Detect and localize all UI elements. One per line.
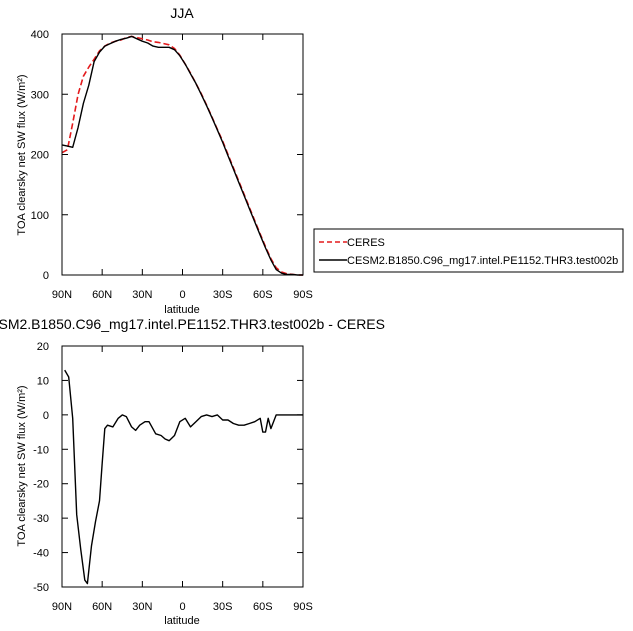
bottom-panel: CESM2.B1850.C96_mg17.intel.PE1152.THR3.t…: [0, 316, 385, 627]
top-series-lines: [61, 35, 303, 276]
bottom-x-tick-label: 0: [179, 601, 185, 613]
top-series-line-cesm2-b1850-c96-mg17: [61, 35, 303, 276]
top-plot-title: JJA: [170, 5, 194, 21]
bottom-x-tick-label: 60S: [253, 601, 273, 613]
top-x-tick-label: 90N: [52, 289, 72, 301]
bottom-x-axis-label: latitude: [164, 615, 199, 627]
top-x-tick-label: 60N: [92, 289, 112, 301]
top-x-tick-label: 30N: [132, 289, 152, 301]
top-series-line-ceres: [61, 35, 303, 276]
bottom-y-tick-label: 0: [43, 410, 49, 422]
bottom-x-tick-label: 90S: [293, 601, 313, 613]
top-x-tick-label: 0: [179, 289, 185, 301]
bottom-y-axis-label: TOA clearsky net SW flux (W/m²): [16, 385, 28, 546]
bottom-x-tick-label: 30N: [132, 601, 152, 613]
top-ticks: 90N 60N 30N 0 30S 60S 90S 0 100 200 300 400: [31, 29, 313, 301]
bottom-x-tick-label: 60N: [92, 601, 112, 613]
bottom-x-tick-label: 90N: [52, 601, 72, 613]
bottom-y-tick-label: 20: [37, 341, 49, 353]
top-panel: JJA 90N 60N 30N 0 30S 60S 90S 0 100 200 300 400 lat…: [16, 5, 313, 316]
bottom-ticks: 90N 60N 30N 0 30S 60S 90S -50 -40 -30 -20 -10 0 10 20: [33, 341, 313, 613]
top-x-tick-label: 30S: [213, 289, 233, 301]
top-y-tick-label: 300: [31, 89, 49, 101]
bottom-y-tick-label: -30: [33, 513, 49, 525]
bottom-y-tick-label: 10: [37, 375, 49, 387]
top-y-tick-label: 0: [43, 270, 49, 282]
bottom-series-line-difference: [64, 369, 303, 585]
bottom-series-lines: [64, 369, 303, 585]
bottom-plot-title: CESM2.B1850.C96_mg17.intel.PE1152.THR3.t…: [0, 316, 385, 332]
top-x-tick-label: 90S: [293, 289, 313, 301]
top-y-tick-label: 400: [31, 29, 49, 41]
legend-label-model: CESM2.B1850.C96_mg17.intel.PE1152.THR3.t…: [347, 255, 618, 267]
top-y-tick-label: 100: [31, 210, 49, 222]
bottom-plot-frame: [61, 345, 304, 588]
legend: CERES CESM2.B1850.C96_mg17.intel.PE1152.…: [313, 228, 624, 273]
bottom-x-tick-label: 30S: [213, 601, 233, 613]
top-y-axis-label: TOA clearsky net SW flux (W/m²): [16, 74, 28, 235]
legend-frame: [313, 228, 624, 273]
bottom-y-tick-label: -20: [33, 479, 49, 491]
top-plot-frame: [61, 33, 304, 276]
bottom-y-tick-label: -50: [33, 582, 49, 594]
top-y-tick-label: 200: [31, 150, 49, 162]
bottom-y-tick-label: -10: [33, 444, 49, 456]
legend-label-ceres: CERES: [347, 237, 385, 249]
top-x-axis-label: latitude: [164, 304, 199, 316]
bottom-y-tick-label: -40: [33, 548, 49, 560]
top-x-tick-label: 60S: [253, 289, 273, 301]
